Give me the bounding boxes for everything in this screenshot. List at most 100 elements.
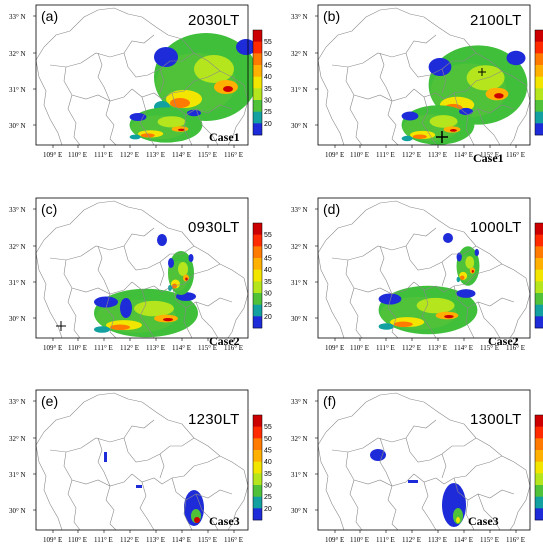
- lon-tick-label: 113° E: [146, 344, 165, 352]
- lon-tick-label: 110° E: [68, 151, 87, 159]
- colorbar-border: [534, 29, 543, 136]
- colorbar-segment: [253, 473, 262, 486]
- colorbar-segment: [253, 450, 262, 462]
- colorbar-segment: [535, 293, 543, 305]
- colorbar-label: 35: [264, 86, 272, 93]
- colorbar-label: 50: [264, 51, 272, 58]
- lon-tick-label: 109° E: [43, 344, 62, 352]
- colorbar-segment: [253, 508, 262, 521]
- case-label: Case1: [209, 130, 240, 144]
- lon-tick-label: 112° E: [402, 536, 421, 544]
- case-label: Case1: [473, 151, 504, 165]
- lon-tick-label: 110° E: [68, 344, 87, 352]
- lon-tick-label: 114° E: [172, 151, 191, 159]
- colorbar-segment: [535, 76, 543, 89]
- lat-tick-label: 30° N: [291, 315, 308, 323]
- echo-cell: [157, 234, 167, 246]
- colorbar-segment: [253, 415, 262, 427]
- colorbar-segment: [253, 30, 262, 42]
- lat-tick-label: 31° N: [291, 279, 308, 287]
- lon-tick-label: 109° E: [43, 536, 62, 544]
- lat-tick-label: 31° N: [9, 471, 26, 479]
- colorbar-label: 55: [264, 232, 272, 239]
- colorbar-segment: [253, 234, 262, 247]
- lon-tick-label: 115° E: [198, 344, 217, 352]
- lon-tick-label: 111° E: [376, 536, 395, 544]
- case-label: Case3: [209, 514, 240, 528]
- lon-tick-label: 111° E: [94, 344, 113, 352]
- lon-tick-label: 114° E: [172, 344, 191, 352]
- colorbars: 55 50 45 40 35 30 25 20 55 50 45 40 35 30 25 20 55 50 45 40…: [252, 29, 543, 521]
- echo-cell: [104, 452, 107, 462]
- colorbar-segment: [253, 76, 262, 89]
- panel-e: (e) 1230LT Case3: [32, 389, 249, 534]
- lon-tick-label: 111° E: [94, 151, 113, 159]
- lon-tick-label: 116° E: [224, 536, 243, 544]
- colorbar-segment: [253, 258, 262, 270]
- lon-tick-label: 109° E: [325, 151, 344, 159]
- panel-time: 2030LT: [188, 12, 240, 29]
- panel-b: (b) 2100LT Case1: [314, 4, 531, 165]
- lon-tick-label: 113° E: [146, 536, 165, 544]
- colorbar-border: [252, 29, 263, 136]
- colorbar-segment: [535, 281, 543, 294]
- lon-tick-label: 112° E: [402, 151, 421, 159]
- lon-tick-label: 116° E: [224, 344, 243, 352]
- lon-tick-label: 109° E: [325, 344, 344, 352]
- colorbar-label: 45: [264, 256, 272, 263]
- colorbar-segment: [535, 100, 543, 112]
- colorbar-label: 20: [264, 121, 272, 128]
- colorbar-label: 40: [264, 459, 272, 466]
- colorbar-segment: [535, 426, 543, 439]
- colorbar-segment: [535, 234, 543, 247]
- colorbar-border: [252, 414, 263, 521]
- lat-tick-label: 32° N: [9, 435, 26, 443]
- lon-tick-label: 115° E: [198, 151, 217, 159]
- lon-tick-label: 110° E: [68, 536, 87, 544]
- colorbar-label: 45: [264, 63, 272, 70]
- lat-tick-label: 33° N: [9, 13, 26, 21]
- colorbar-segment: [535, 269, 543, 282]
- colorbar-segment: [253, 269, 262, 282]
- location-marker: [56, 321, 66, 331]
- lat-tick-label: 30° N: [291, 122, 308, 130]
- lat-tick-label: 31° N: [9, 279, 26, 287]
- echo-cell: [194, 517, 200, 523]
- colorbar-border: [534, 222, 543, 329]
- lon-tick-label: 109° E: [43, 151, 62, 159]
- lon-tick-label: 116° E: [506, 344, 525, 352]
- panel-time: 1300LT: [470, 411, 522, 428]
- colorbar-label: 20: [264, 506, 272, 513]
- colorbar-label: 25: [264, 302, 272, 309]
- colorbar-label: 55: [264, 39, 272, 46]
- lat-tick-label: 33° N: [9, 398, 26, 406]
- lon-tick-label: 111° E: [376, 344, 395, 352]
- colorbar-label: 40: [264, 267, 272, 274]
- lon-tick-label: 114° E: [454, 344, 473, 352]
- colorbar-segment: [535, 496, 543, 509]
- echo-cell: [370, 449, 386, 461]
- colorbar-segment: [253, 246, 262, 259]
- colorbar-label: 45: [264, 448, 272, 455]
- colorbar-label: 30: [264, 98, 272, 105]
- colorbar-border: [252, 222, 263, 329]
- panel-time: 1230LT: [188, 411, 240, 428]
- panel-a: (a) 2030LT Case1: [32, 4, 258, 149]
- colorbar-label: 25: [264, 109, 272, 116]
- case-label: Case2: [209, 334, 240, 348]
- lat-tick-label: 32° N: [291, 50, 308, 58]
- lat-tick-label: 30° N: [291, 507, 308, 515]
- colorbar-segment: [535, 415, 543, 427]
- echo-cell: [136, 485, 142, 488]
- lat-tick-label: 31° N: [9, 86, 26, 94]
- lat-tick-label: 33° N: [9, 206, 26, 214]
- lat-tick-label: 33° N: [291, 13, 308, 21]
- lon-tick-label: 111° E: [94, 536, 113, 544]
- colorbar-segment: [535, 53, 543, 66]
- colorbar-label: 30: [264, 291, 272, 298]
- colorbar-segment: [535, 461, 543, 474]
- colorbar-segment: [253, 426, 262, 439]
- panel-f: (f) 1300LT Case3: [314, 389, 531, 534]
